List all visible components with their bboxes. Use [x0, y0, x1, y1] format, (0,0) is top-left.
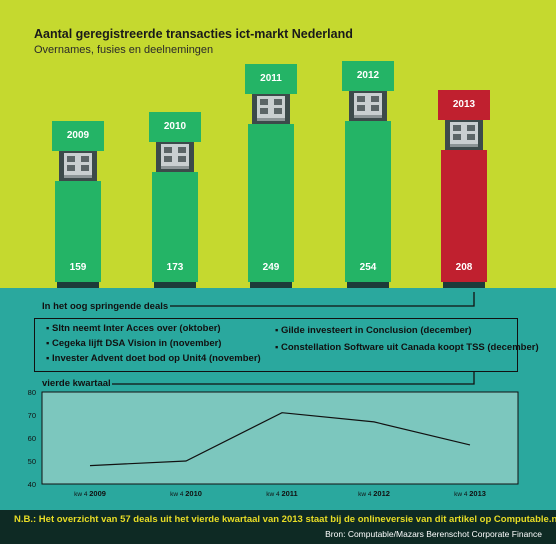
bar	[55, 181, 101, 282]
deals-box	[34, 318, 518, 372]
footer-bar	[0, 510, 556, 544]
x-tick-label: kw 4 2010	[170, 489, 202, 498]
stick-end	[250, 282, 292, 288]
year-label: 2011	[260, 73, 282, 84]
x-tick-label: kw 4 2011	[266, 489, 297, 498]
deal-item: ▪ Gilde investeert in Conclusion (decemb…	[275, 325, 472, 336]
value-label: 159	[69, 262, 87, 273]
deal-text: Gilde investeert in Conclusion (december…	[281, 325, 472, 336]
bar	[441, 150, 487, 282]
deals-label: In het oog springende deals	[42, 301, 169, 312]
value-label: 249	[262, 262, 280, 273]
deal-item: ▪ Constellation Software uit Canada koop…	[275, 342, 539, 353]
year-label: 2012	[356, 70, 380, 81]
stick-cap	[149, 112, 201, 142]
usb-connector-icon	[252, 94, 290, 124]
quarter-line-chart: 40 50 60 70 80 kw 4 2009 kw 4 2010 kw 4 2011 kw …	[28, 388, 519, 498]
bar	[345, 121, 391, 282]
stick-end	[154, 282, 196, 288]
chart-subtitle: Overnames, fusies en deelnemingen	[34, 44, 214, 56]
x-tick-label: kw 4 2013	[454, 489, 486, 498]
plot-area	[41, 391, 519, 485]
stick-cap	[52, 121, 104, 151]
deal-text: Constellation Software uit Canada koopt …	[281, 342, 539, 353]
deal-text: Sltn neemt Inter Acces over (oktober)	[52, 323, 221, 334]
deal-item: ▪ Cegeka lijft DSA Vision in (november)	[46, 338, 222, 349]
chart-title: Aantal geregistreerde transacties ict-ma…	[34, 27, 353, 41]
value-label: 254	[359, 262, 377, 273]
usb-connector-icon	[349, 91, 387, 121]
quarter-label: vierde kwartaal	[42, 378, 111, 389]
y-tick-label: 40	[28, 480, 36, 489]
stick-end	[443, 282, 485, 288]
x-tick-label: kw 4 2009	[74, 489, 106, 498]
usb-connector-icon	[59, 151, 97, 181]
year-label: 2010	[163, 121, 187, 132]
y-tick-label: 60	[28, 434, 36, 443]
deal-item: ▪ Sltn neemt Inter Acces over (oktober)	[46, 323, 221, 334]
usb-connector-icon	[156, 142, 194, 172]
deal-text: Cegeka lijft DSA Vision in (november)	[52, 338, 222, 349]
stick-cap	[438, 90, 490, 120]
year-label: 2013	[452, 99, 476, 110]
y-tick-label: 50	[28, 457, 36, 466]
usb-connector-icon	[445, 120, 483, 150]
stick-cap	[342, 61, 394, 91]
year-label: 2009	[66, 130, 90, 141]
bar	[248, 124, 294, 282]
deal-item: ▪ Invester Advent doet bod op Unit4 (nov…	[46, 353, 261, 364]
bar	[152, 172, 198, 282]
value-label: 173	[166, 262, 184, 273]
y-tick-label: 70	[28, 411, 36, 420]
x-tick-label: kw 4 2012	[358, 489, 390, 498]
footer-source: Bron: Computable/Mazars Berenschot Corpo…	[325, 529, 542, 539]
y-tick-label: 80	[28, 388, 36, 397]
stick-cap	[245, 64, 297, 94]
stick-end	[347, 282, 389, 288]
value-label: 208	[455, 262, 473, 273]
deal-text: Invester Advent doet bod op Unit4 (novem…	[52, 353, 261, 364]
stick-end	[57, 282, 99, 288]
footer-note: N.B.: Het overzicht van 57 deals uit het…	[14, 514, 556, 525]
